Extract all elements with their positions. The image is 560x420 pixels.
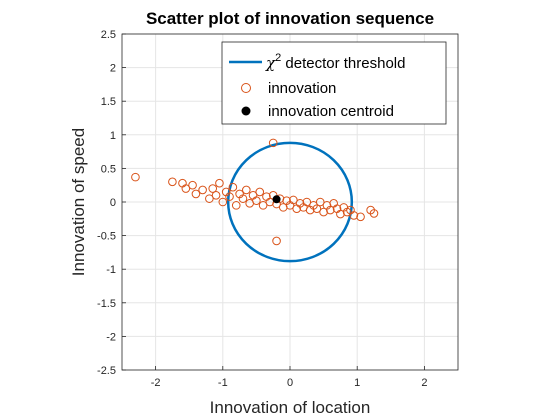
innovation-point [255,187,265,197]
y-tick-label: 2 [110,63,116,75]
legend-box [221,41,447,125]
innovation-point [231,201,241,210]
innovation-point [242,185,251,195]
legend-chi-symbol: χ [265,54,276,72]
innovation-point [215,178,224,188]
innovation-point [211,190,221,200]
x-tick-label: 0 [287,377,293,389]
innovation-point [302,197,312,207]
innovation-point [369,209,379,218]
legend: χ2 detector threshold innovation innovat… [221,41,447,125]
innovation-point [198,185,207,195]
y-tick-label: -2 [106,331,116,343]
x-tick-label: -2 [151,377,161,389]
innovation-point [289,195,298,205]
innovation-point [208,184,218,193]
y-tick-label: 1 [110,130,116,142]
plot-content [131,138,379,263]
innovation-point [181,184,191,193]
innovation-point [191,189,201,199]
legend-threshold-text: detector threshold [281,55,405,72]
x-tick-label: 2 [421,377,427,389]
y-tick-label: -0.5 [97,231,116,243]
x-tick-label: 1 [354,377,360,389]
legend-chi-exponent: 2 [275,52,281,64]
ticks: -2 -1 0 1 2 -2.5 -2 -1.5 -1 -0.5 0 0.5 1 1.5 2 2.5 [97,29,427,389]
y-tick-label: -1.5 [97,298,116,310]
y-axis-label: Innovation of speed [69,128,88,276]
innovation-point [238,194,248,203]
chart-title: Scatter plot of innovation sequence [146,9,434,28]
centroid-point [272,195,281,204]
innovation-point [188,180,197,190]
innovation-point [268,138,278,148]
y-tick-label: -1 [106,264,116,276]
legend-threshold-label: χ2 detector threshold [265,52,405,72]
innovation-point [131,172,140,182]
innovation-point [312,204,322,214]
innovation-point [225,192,234,201]
innovation-point [218,197,228,207]
y-tick-label: 2.5 [101,29,116,41]
y-tick-label: 1.5 [101,96,116,108]
innovation-point [315,197,325,207]
y-tick-label: 0 [110,197,116,209]
innovation-point [349,211,359,220]
legend-innovation-label: innovation [268,80,336,97]
y-tick-label: -2.5 [97,365,116,377]
threshold-circle [226,141,354,263]
legend-centroid-label: innovation centroid [268,103,394,120]
innovation-point [252,196,261,205]
innovation-point [272,236,281,246]
innovation-point [356,212,365,222]
innovation-point [326,205,335,215]
innovation-point [228,182,238,192]
innovation-point [258,201,268,210]
innovation-point [205,194,214,203]
x-axis-label: Innovation of location [210,398,371,417]
legend-innovation-marker [241,83,251,93]
innovation-point [168,177,177,187]
y-tick-label: 0.5 [101,163,116,175]
x-tick-label: -1 [218,377,228,389]
legend-centroid-marker [241,106,251,116]
